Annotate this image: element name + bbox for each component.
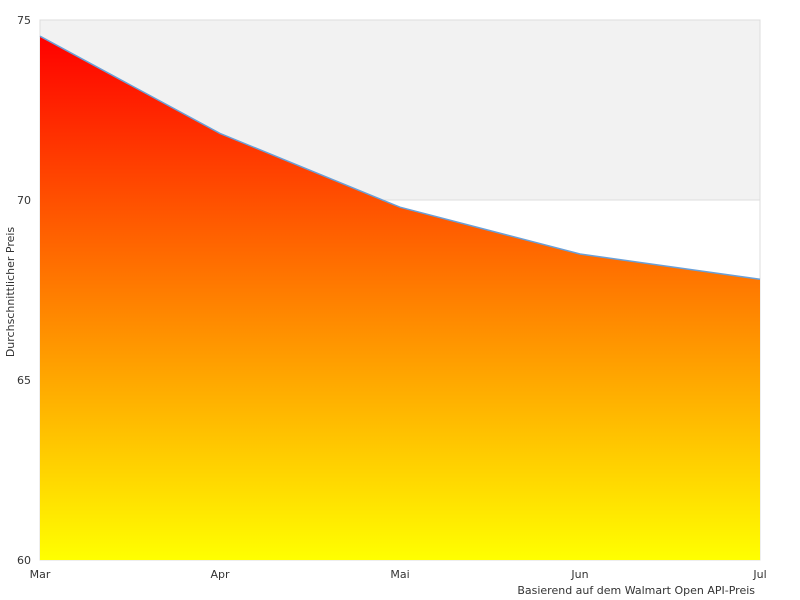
y-axis-title: Durchschnittlicher Preis bbox=[4, 227, 17, 358]
y-tick-label: 75 bbox=[17, 14, 31, 27]
x-tick-label: Mar bbox=[30, 568, 51, 581]
area-fill bbox=[40, 36, 760, 560]
x-tick-label: Apr bbox=[210, 568, 230, 581]
x-tick-label: Jul bbox=[752, 568, 766, 581]
axis-layer: 60 65 70 75 Mar Apr Mai Jun Jul Durchschnittliche… bbox=[4, 14, 767, 581]
x-tick-label: Mai bbox=[390, 568, 409, 581]
x-tick-label: Jun bbox=[570, 568, 588, 581]
y-tick-label: 65 bbox=[17, 374, 31, 387]
source-note: Basierend auf dem Walmart Open API-Preis bbox=[517, 584, 755, 597]
y-tick-label: 60 bbox=[17, 554, 31, 567]
area-layer bbox=[39, 35, 761, 560]
y-tick-label: 70 bbox=[17, 194, 31, 207]
